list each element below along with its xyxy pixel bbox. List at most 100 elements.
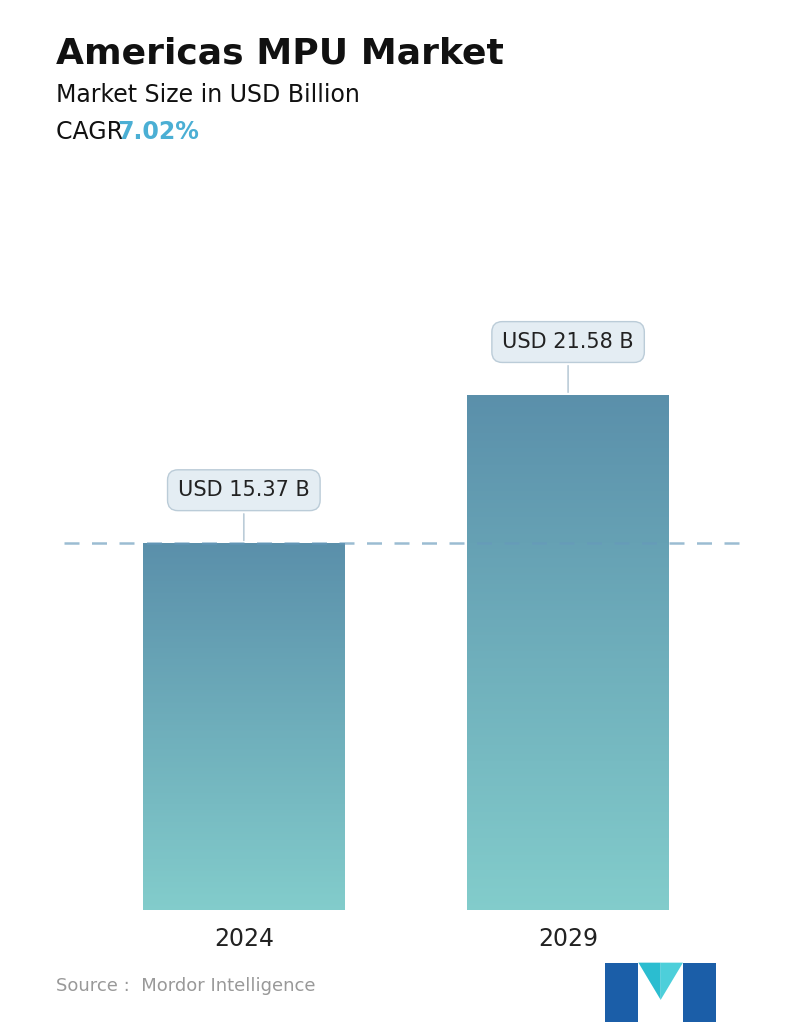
Bar xyxy=(143,570,345,572)
Bar xyxy=(467,853,669,855)
Bar xyxy=(467,412,669,414)
Bar xyxy=(143,846,345,848)
Bar xyxy=(467,463,669,465)
Bar xyxy=(467,903,669,905)
Bar xyxy=(143,618,345,620)
Bar xyxy=(143,830,345,831)
Bar xyxy=(143,826,345,828)
Bar xyxy=(467,663,669,665)
Bar xyxy=(143,799,345,801)
Bar xyxy=(467,709,669,710)
Bar xyxy=(467,601,669,603)
Bar xyxy=(143,855,345,856)
Bar xyxy=(143,667,345,668)
Bar xyxy=(467,816,669,817)
Bar xyxy=(467,512,669,514)
Bar xyxy=(467,685,669,687)
Bar xyxy=(143,731,345,733)
Bar xyxy=(143,640,345,641)
Bar xyxy=(143,779,345,781)
Bar xyxy=(467,714,669,716)
Bar xyxy=(467,736,669,738)
Bar xyxy=(467,647,669,649)
Bar xyxy=(143,702,345,703)
Bar xyxy=(467,689,669,691)
Bar xyxy=(143,576,345,577)
Bar xyxy=(467,754,669,756)
Bar xyxy=(467,644,669,645)
Bar xyxy=(467,658,669,660)
Bar xyxy=(143,786,345,788)
Bar xyxy=(143,852,345,854)
Bar xyxy=(467,575,669,577)
Bar xyxy=(467,634,669,635)
Bar xyxy=(467,541,669,543)
Bar xyxy=(143,571,345,573)
Bar xyxy=(143,801,345,802)
Bar xyxy=(467,665,669,666)
Bar xyxy=(143,710,345,711)
Bar xyxy=(467,594,669,596)
Bar xyxy=(143,638,345,640)
Bar xyxy=(143,772,345,774)
Bar xyxy=(467,503,669,505)
Bar xyxy=(467,510,669,512)
Bar xyxy=(467,548,669,549)
Bar xyxy=(143,655,345,656)
Bar xyxy=(143,625,345,627)
Bar xyxy=(467,410,669,413)
Bar xyxy=(467,489,669,491)
Bar xyxy=(143,821,345,822)
Bar xyxy=(143,886,345,888)
Bar xyxy=(467,488,669,489)
Bar xyxy=(143,749,345,750)
Bar xyxy=(143,697,345,698)
Bar xyxy=(143,777,345,778)
Bar xyxy=(467,661,669,663)
Bar xyxy=(467,395,669,397)
Bar xyxy=(143,879,345,881)
Bar xyxy=(467,731,669,733)
Bar xyxy=(143,798,345,800)
Bar xyxy=(467,733,669,735)
Bar xyxy=(143,755,345,756)
Bar xyxy=(143,906,345,908)
Bar xyxy=(467,621,669,624)
Bar xyxy=(143,555,345,556)
Bar xyxy=(143,884,345,885)
Bar xyxy=(467,414,669,416)
Bar xyxy=(467,650,669,652)
Bar xyxy=(143,883,345,884)
Bar xyxy=(467,453,669,455)
Bar xyxy=(143,691,345,693)
Bar xyxy=(143,774,345,776)
Bar xyxy=(143,637,345,639)
Bar xyxy=(467,426,669,428)
Bar xyxy=(143,698,345,700)
Bar xyxy=(467,697,669,699)
Bar xyxy=(467,807,669,809)
Bar xyxy=(143,892,345,894)
Bar xyxy=(143,795,345,796)
Bar xyxy=(143,594,345,595)
Bar xyxy=(143,865,345,868)
Bar xyxy=(143,647,345,648)
Bar xyxy=(467,848,669,850)
Bar xyxy=(467,474,669,476)
Bar xyxy=(143,671,345,673)
Bar xyxy=(467,467,669,468)
Bar xyxy=(467,442,669,443)
Bar xyxy=(467,604,669,606)
Bar xyxy=(143,681,345,682)
Bar xyxy=(143,740,345,741)
Bar xyxy=(467,666,669,668)
Bar xyxy=(143,764,345,765)
Bar xyxy=(143,877,345,878)
Bar xyxy=(467,625,669,627)
Bar xyxy=(143,628,345,629)
Bar xyxy=(143,556,345,557)
Bar xyxy=(467,455,669,457)
Bar xyxy=(143,900,345,902)
Bar xyxy=(143,546,345,547)
Bar xyxy=(467,791,669,793)
